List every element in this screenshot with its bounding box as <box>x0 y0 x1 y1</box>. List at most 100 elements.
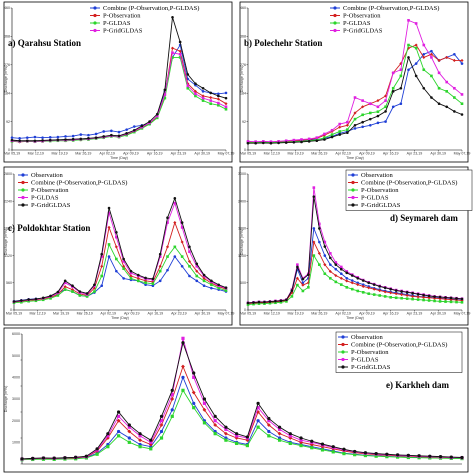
y-tick-label: 2800 <box>4 172 12 176</box>
point-p_observation <box>460 102 464 105</box>
point-p_gldas <box>254 140 257 143</box>
point-p_gridgldas <box>422 293 425 297</box>
x-tick-label: Mar 05,19 <box>240 152 256 156</box>
y-tick-label: 276 <box>240 63 246 67</box>
point-p_observation <box>202 421 207 425</box>
legend-marker-combine <box>351 180 355 185</box>
point-combine <box>170 46 175 50</box>
point-p_gridgldas <box>460 113 464 116</box>
x-tick-label: Mar 05,19 <box>6 312 22 316</box>
point-p_gridgldas <box>310 439 314 443</box>
point-p_gridgldas <box>107 206 111 210</box>
point-observation <box>127 436 131 440</box>
point-observation <box>350 279 354 282</box>
plot-1: 0 92 184 276 368 460 Discharge (m³/s) Mar 05,19… <box>240 6 470 160</box>
legend-label-combine: Combine (P-Observation,P-GLDAS) <box>31 180 127 187</box>
point-p_observation <box>27 299 30 303</box>
point-p_observation <box>274 301 277 305</box>
point-p_gldas <box>202 401 207 405</box>
x-tick-label: May 07,19 <box>218 312 235 316</box>
point-p_gridgldas <box>224 96 228 100</box>
point-combine <box>138 438 142 443</box>
point-p_gridgldas <box>433 295 436 298</box>
point-p_gridgldas <box>25 139 29 143</box>
x-tick-label: Apr 23,19 <box>171 312 187 316</box>
point-p_gridgldas <box>428 454 432 458</box>
point-p_gridgldas <box>455 297 458 300</box>
point-p_gldas <box>155 114 159 118</box>
point-p_gridgldas <box>406 453 410 457</box>
point-p_observation <box>116 434 121 438</box>
legend-label-p_gldas: P-GLDAS <box>31 195 59 202</box>
point-p_gldas <box>277 427 282 431</box>
point-p_observation <box>285 300 288 303</box>
legend-label-observation: Observation <box>31 172 64 179</box>
legend-label-observation: Combine (P-Observation,P-GLDAS) <box>103 5 199 12</box>
point-p_gridgldas <box>372 283 376 286</box>
y-tick-label: 368 <box>240 35 246 39</box>
x-tick-label: Mar 19,19 <box>287 312 303 316</box>
x-tick-label: Apr 23,19 <box>407 312 423 316</box>
point-observation <box>356 281 360 285</box>
point-observation <box>100 284 104 288</box>
point-p_observation <box>279 300 283 304</box>
point-combine <box>422 295 426 299</box>
point-combine <box>186 82 190 86</box>
point-p_observation <box>318 263 321 266</box>
point-p_observation <box>339 283 343 286</box>
point-p_gldas <box>149 440 153 444</box>
point-p_observation <box>246 303 250 306</box>
point-p_gridgldas <box>31 456 35 460</box>
point-p_observation <box>329 276 332 280</box>
legend-marker-p_observation <box>351 188 355 192</box>
point-observation <box>376 121 380 125</box>
point-p_observation <box>49 297 52 300</box>
point-observation <box>64 135 67 138</box>
point-combine <box>361 105 365 109</box>
point-p_observation <box>346 128 349 131</box>
point-p_gldas <box>171 51 174 55</box>
x-tick-label: Mar 26,19 <box>311 152 327 156</box>
legend-label-combine: Combine (P-Observation,P-GLDAS) <box>361 180 457 187</box>
point-combine <box>63 285 67 289</box>
point-combine <box>345 123 349 127</box>
point-combine <box>400 293 404 297</box>
plot-3: 0 600 1200 1800 2400 3000 Discharge (m³/s) Mar … <box>238 172 470 320</box>
point-observation <box>56 135 60 139</box>
point-combine <box>339 276 343 280</box>
point-p_observation <box>455 300 458 304</box>
point-combine <box>100 264 104 268</box>
point-p_gridgldas <box>277 425 282 429</box>
point-p_observation <box>100 274 104 278</box>
point-p_observation <box>106 445 110 449</box>
point-p_gldas <box>181 336 185 340</box>
y-tick-label: 1200 <box>238 254 246 258</box>
x-tick-label: Apr 30,19 <box>194 152 210 156</box>
point-p_observation <box>407 43 410 47</box>
y-tick-label: 2400 <box>238 199 246 203</box>
point-p_gridgldas <box>268 300 272 303</box>
point-p_gridgldas <box>391 90 395 93</box>
point-observation <box>210 286 213 290</box>
series-line-p_gridgldas <box>247 196 463 304</box>
point-combine <box>107 225 111 229</box>
x-axis-label: Time (Day) <box>111 316 129 320</box>
point-combine <box>323 263 327 267</box>
panel-d-title: d) Seymareh dam <box>390 213 458 223</box>
point-p_gldas <box>339 265 343 269</box>
point-p_gridgldas <box>217 283 220 287</box>
point-p_observation <box>396 455 400 459</box>
point-p_gridgldas <box>300 140 303 144</box>
point-combine <box>191 390 196 395</box>
point-p_gldas <box>430 56 433 59</box>
legend-marker-p_gridgldas <box>21 203 25 207</box>
y-tick-label: 2240 <box>4 199 12 203</box>
point-observation <box>41 136 44 139</box>
point-p_gldas <box>299 438 303 442</box>
point-observation <box>116 429 121 434</box>
y-tick-label: 6000 <box>12 332 20 336</box>
point-combine <box>414 43 418 47</box>
point-combine <box>356 283 360 287</box>
point-p_gridgldas <box>261 141 265 145</box>
